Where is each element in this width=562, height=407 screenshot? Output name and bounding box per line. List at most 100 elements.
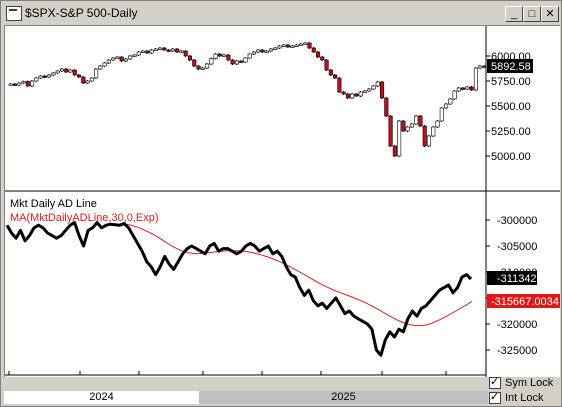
candle [362, 90, 368, 93]
candle [367, 88, 372, 92]
candle [30, 80, 35, 87]
candle [341, 91, 346, 95]
candle [243, 57, 248, 63]
candle [320, 56, 325, 61]
candle [205, 63, 210, 69]
candle [426, 135, 432, 147]
date-axis-footer: 2024 2025 [4, 378, 488, 404]
candle [68, 69, 73, 73]
candle [17, 82, 22, 86]
indicator-tick-label: -300000 [497, 215, 537, 227]
candle [12, 83, 18, 86]
candle [388, 115, 393, 147]
candle [183, 50, 188, 57]
candle [448, 98, 453, 105]
last-price-badge [487, 59, 533, 73]
candle [307, 42, 312, 49]
indicator-tick-label: -320000 [497, 319, 537, 331]
candle [256, 49, 261, 53]
candle [311, 47, 316, 53]
indicator-tick-label: -305000 [497, 241, 537, 253]
candle [273, 47, 278, 50]
candle [123, 58, 129, 62]
candle [345, 93, 350, 99]
candle [217, 53, 222, 57]
candle [128, 55, 133, 60]
candle [478, 65, 483, 69]
candle [324, 59, 329, 71]
candle [269, 48, 274, 52]
candle [315, 51, 321, 58]
maximize-button[interactable]: □ [523, 6, 541, 22]
candle [76, 74, 82, 78]
candle [277, 45, 282, 49]
candle [192, 59, 197, 67]
candle [482, 65, 487, 68]
ma-last-label: -315667.0034 [491, 296, 559, 308]
candle [444, 103, 449, 109]
sym-lock-option[interactable]: Sym Lock [489, 375, 554, 390]
candle [158, 47, 163, 50]
candle [179, 50, 184, 53]
candle [141, 50, 146, 53]
candle [294, 44, 299, 47]
candle [239, 60, 244, 63]
last-price-label: 5892.58 [491, 61, 531, 73]
chart-app-icon [6, 6, 22, 21]
candle [380, 81, 385, 99]
sym-lock-label: Sym Lock [505, 377, 554, 389]
candle [51, 72, 56, 76]
ma-legend: MA(MktDailyADLine,30,0,Exp) [10, 212, 159, 224]
title-bar[interactable]: $SPX-S&P 500-Daily _ □ ✕ [2, 2, 560, 24]
candle [166, 49, 171, 52]
candle [375, 81, 380, 87]
candle [452, 90, 457, 100]
candle [145, 50, 150, 54]
last-price-badge-group: 5892.58 [487, 59, 533, 73]
candle [47, 74, 52, 78]
int-lock-option[interactable]: Int Lock [489, 390, 544, 405]
candle [431, 126, 436, 137]
candle [264, 50, 269, 53]
candle [439, 107, 444, 122]
price-candles [8, 42, 487, 157]
price-tick-label: 5500.00 [491, 101, 531, 113]
window-title: $SPX-S&P 500-Daily [25, 6, 138, 20]
ad-last-label: -311342 [497, 273, 537, 285]
candle [461, 87, 466, 90]
indicator-title: Mkt Daily AD Line [10, 198, 97, 210]
int-lock-checkbox[interactable] [489, 390, 501, 404]
ad-series-line [5, 221, 473, 357]
candle [286, 44, 291, 48]
candle [298, 43, 304, 46]
close-button[interactable]: ✕ [541, 6, 559, 22]
candle [200, 67, 205, 70]
candle [303, 42, 308, 45]
month-axis-labels: OCTNOVDECJANFEBMARAPRMAY [8, 371, 447, 375]
candle [290, 45, 295, 48]
candle [106, 59, 111, 64]
candle [414, 115, 419, 125]
candle [422, 125, 427, 147]
candle [350, 93, 355, 99]
sym-lock-checkbox[interactable] [489, 375, 501, 389]
candle [435, 120, 440, 128]
minimize-button[interactable]: _ [505, 6, 523, 22]
candle [25, 81, 30, 87]
candle [397, 120, 402, 157]
candle [473, 67, 478, 91]
candle [456, 87, 461, 92]
candle [405, 126, 410, 132]
candle [260, 49, 265, 53]
indicator-y-axis: -300000-305000-310000-315000-320000-3250… [486, 215, 537, 357]
candle [230, 59, 235, 65]
candle [469, 86, 474, 91]
candle [392, 145, 397, 157]
candle [465, 86, 470, 90]
chart-area[interactable]: 6000.00 5750.00 5500.00 5250.00 5000.00 5892… [4, 25, 560, 377]
candle [196, 65, 201, 70]
candle [371, 85, 376, 90]
ma-series-line [122, 223, 473, 327]
candle [55, 70, 60, 74]
